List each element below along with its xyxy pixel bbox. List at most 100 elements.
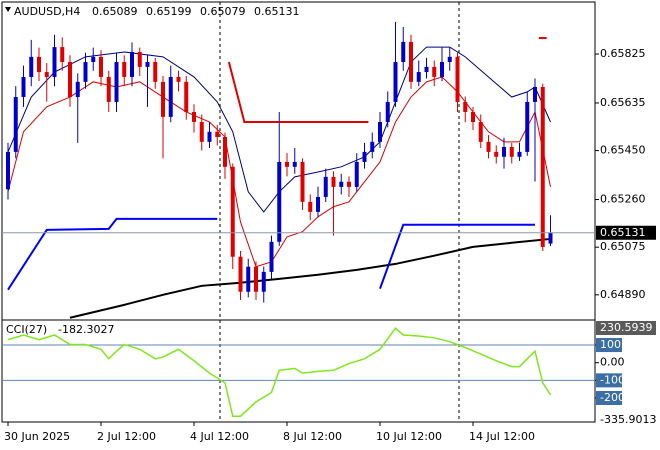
indicator-line <box>227 61 369 124</box>
candle-body <box>548 232 553 244</box>
header-open: 0.65089 <box>92 5 138 18</box>
candle-body <box>269 241 274 272</box>
candle-body <box>223 136 227 167</box>
candle-body <box>60 47 65 63</box>
candle-body <box>440 62 444 77</box>
x-tick-label: 30 Jun 2025 <box>4 430 70 443</box>
candle-body <box>168 76 173 117</box>
candle-body <box>83 62 88 82</box>
candle-body <box>145 62 150 67</box>
candle-body <box>339 181 344 187</box>
candle-body <box>192 111 196 123</box>
header-high: 0.65199 <box>146 5 192 18</box>
candle-body <box>176 76 181 82</box>
y-tick-label: -100 <box>600 373 625 386</box>
x-tick-label: 10 Jul 12:00 <box>376 430 442 443</box>
candle-body <box>122 62 127 77</box>
candle-body <box>153 62 158 82</box>
y-limit: -335.9013 <box>600 413 656 426</box>
candle-body <box>331 176 336 187</box>
candle-body <box>29 56 34 77</box>
candle-body <box>230 166 235 257</box>
candle-body <box>502 146 506 157</box>
candle-body <box>393 62 398 102</box>
header: AUDUSD,H4 0.65089 0.65199 0.65079 0.6513… <box>5 5 300 18</box>
candle-body <box>68 62 72 98</box>
candle-body <box>478 122 483 142</box>
header-close: 0.65131 <box>254 5 300 18</box>
header-icon <box>5 7 11 12</box>
candle-body <box>114 62 119 102</box>
candle-body <box>378 122 382 142</box>
indicator-line <box>7 46 551 213</box>
candle-body <box>292 161 297 167</box>
indicator-title: CCI(27) <box>6 323 47 336</box>
candle-body <box>300 161 305 202</box>
y-tick-label: 0.65450 <box>600 144 646 157</box>
x-tick-label: 14 Jul 12:00 <box>469 430 535 443</box>
candle-body <box>246 266 251 292</box>
y-tick-box <box>596 373 622 388</box>
candle-body <box>455 56 460 102</box>
y-limit: 230.5939 <box>596 321 656 335</box>
candle-body <box>540 86 545 247</box>
y-tick-box <box>596 391 622 406</box>
candle-body <box>215 131 220 137</box>
indicator-line <box>7 217 218 291</box>
y-tick-label: 0.00 <box>600 356 625 369</box>
candle-body <box>277 161 282 242</box>
candle-body <box>37 56 41 73</box>
candle-body <box>509 146 514 157</box>
y-tick-box <box>596 338 622 353</box>
candle-body <box>106 76 111 102</box>
candle-body <box>184 81 189 112</box>
y-tick-label: -200 <box>600 391 625 404</box>
y-tick-label: 100 <box>600 338 621 351</box>
candle-body <box>207 131 212 142</box>
x-tick-label: 2 Jul 12:00 <box>97 430 156 443</box>
candle-body <box>401 41 406 63</box>
candle-body <box>486 141 491 152</box>
candle-body <box>75 81 80 98</box>
candle-body <box>261 271 266 292</box>
candle-body <box>354 161 359 187</box>
candle-body <box>130 51 134 77</box>
candle-body <box>6 151 10 190</box>
candle-body <box>409 41 413 82</box>
y-limit-label: 230.5939 <box>600 321 653 334</box>
indicator-value: -182.3027 <box>58 323 114 336</box>
symbol: AUDUSD,H4 <box>14 5 80 18</box>
candle-body <box>424 66 429 73</box>
candle-body <box>416 72 421 82</box>
x-tick-label: 8 Jul 12:00 <box>283 430 342 443</box>
y-limit-box <box>596 321 656 335</box>
candle-body <box>347 181 351 187</box>
candle-body <box>533 86 537 102</box>
candle-body <box>13 97 18 152</box>
y-tick-label: 0.65635 <box>600 96 646 109</box>
candle-body <box>52 47 57 77</box>
candle-body <box>432 66 437 77</box>
candle-body <box>385 101 390 123</box>
y-tick-label: 0.65825 <box>600 47 646 60</box>
y-tick-label: 0.65260 <box>600 193 646 206</box>
candle-body <box>517 151 522 157</box>
current-price-label: 0.65131 <box>600 226 646 239</box>
candle-body <box>525 101 530 152</box>
candle-body <box>161 81 165 117</box>
candle-body <box>471 111 475 123</box>
indicator-line <box>69 237 551 319</box>
candle-body <box>323 176 328 197</box>
indicator-line <box>379 223 535 289</box>
candle-body <box>463 101 468 112</box>
chart-frame <box>1 1 596 423</box>
candle-body <box>137 51 142 67</box>
candle-body <box>308 201 313 212</box>
candle-body <box>44 72 49 77</box>
candle-body <box>447 56 452 63</box>
candle-body <box>316 196 320 212</box>
current-price-box <box>596 225 656 240</box>
candle-body <box>199 122 204 142</box>
candle-body <box>91 56 96 63</box>
